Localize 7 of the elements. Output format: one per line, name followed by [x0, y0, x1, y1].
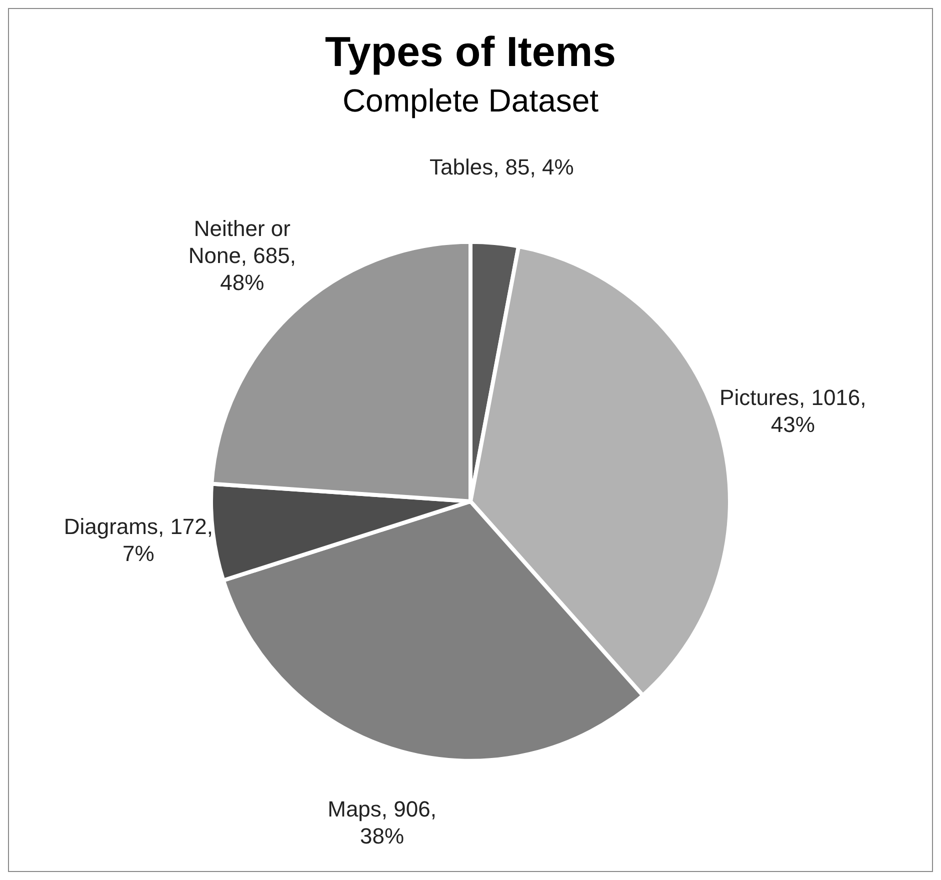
chart-title: Types of Items — [325, 28, 616, 75]
slice-label: Neither or None, 685, 48% — [188, 216, 296, 296]
chart-subtitle: Complete Dataset — [342, 82, 599, 118]
slice-label: Tables, 85, 4% — [429, 154, 574, 180]
slice-label: Maps, 906, 38% — [328, 796, 436, 849]
slice-label: Diagrams, 172, 7% — [64, 514, 214, 566]
slice-label: Pictures, 1016, 43% — [720, 384, 866, 437]
